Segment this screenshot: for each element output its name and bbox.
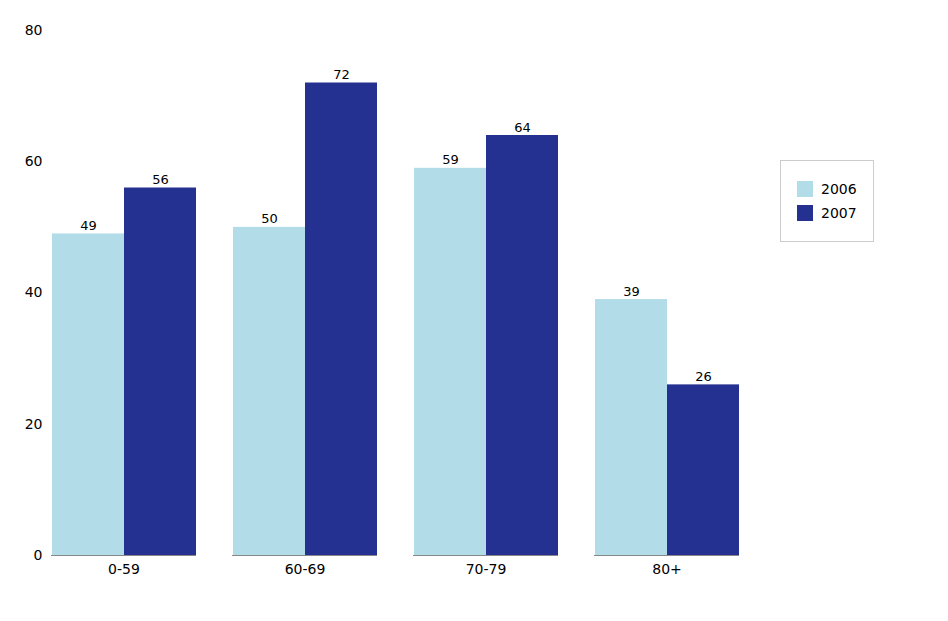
svg-text:60: 60 <box>25 153 43 169</box>
svg-text:0: 0 <box>34 547 43 563</box>
svg-text:20: 20 <box>25 416 43 432</box>
svg-text:26: 26 <box>695 369 712 384</box>
html-text:2007: 2007 <box>821 205 857 221</box>
svg-text:80+: 80+ <box>652 561 682 577</box>
svg-text:50: 50 <box>261 211 278 226</box>
svg-text:80: 80 <box>25 22 43 38</box>
svg-text:64: 64 <box>514 120 531 135</box>
svg-text:40: 40 <box>25 284 43 300</box>
svg-text:59: 59 <box>442 152 459 167</box>
svg-text:56: 56 <box>152 172 169 187</box>
svg-text:60-69: 60-69 <box>285 561 326 577</box>
svg-text:70-79: 70-79 <box>466 561 507 577</box>
svg-text:72: 72 <box>333 67 350 82</box>
svg-text:39: 39 <box>623 284 640 299</box>
svg-text:0-59: 0-59 <box>108 561 140 577</box>
html-text:2006: 2006 <box>821 181 857 197</box>
svg-text:49: 49 <box>80 218 97 233</box>
